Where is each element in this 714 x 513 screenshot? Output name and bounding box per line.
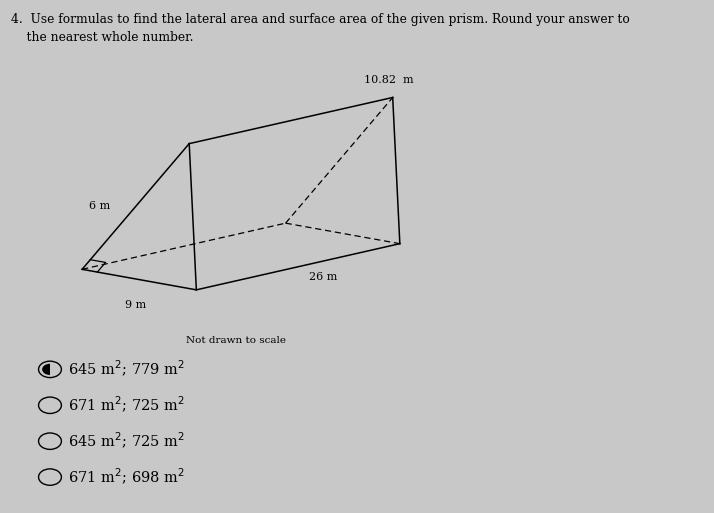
- Text: 671 m$^2$; 725 m$^2$: 671 m$^2$; 725 m$^2$: [68, 395, 185, 416]
- Text: 9 m: 9 m: [125, 300, 146, 310]
- Wedge shape: [42, 364, 50, 375]
- Text: 10.82  m: 10.82 m: [364, 75, 414, 85]
- Text: 26 m: 26 m: [309, 272, 337, 282]
- Text: 645 m$^2$; 779 m$^2$: 645 m$^2$; 779 m$^2$: [68, 359, 185, 380]
- Text: the nearest whole number.: the nearest whole number.: [11, 31, 193, 44]
- Text: 645 m$^2$; 725 m$^2$: 645 m$^2$; 725 m$^2$: [68, 431, 185, 451]
- Text: 4.  Use formulas to find the lateral area and surface area of the given prism. R: 4. Use formulas to find the lateral area…: [11, 13, 630, 26]
- Text: 6 m: 6 m: [89, 202, 111, 211]
- Text: Not drawn to scale: Not drawn to scale: [186, 336, 286, 345]
- Text: 671 m$^2$; 698 m$^2$: 671 m$^2$; 698 m$^2$: [68, 467, 185, 487]
